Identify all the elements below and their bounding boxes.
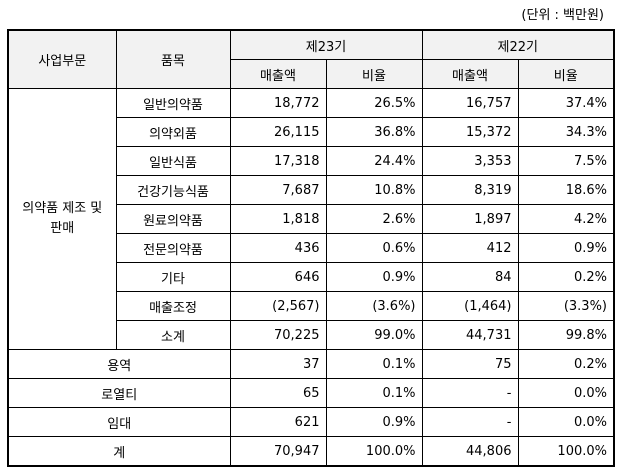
item-cell: 전문의약품 <box>115 233 231 263</box>
table-row: 소계 70,225 99.0% 44,731 99.8% <box>8 320 615 350</box>
ratio-22-cell: 0.9% <box>517 233 615 263</box>
sales-23-cell: 646 <box>229 262 327 292</box>
sales-22-cell: 84 <box>421 262 519 292</box>
ratio-23-cell: (3.6%) <box>325 291 423 321</box>
sales-23-cell: 7,687 <box>229 175 327 205</box>
ratio-23-cell: 0.9% <box>325 262 423 292</box>
sales-22-cell: - <box>421 378 519 408</box>
ratio-22-cell: 0.2% <box>517 349 615 379</box>
segment-header: 사업부문 <box>7 29 117 89</box>
ratio-22-cell: 7.5% <box>517 146 615 176</box>
unit-label: (단위 : 백만원) <box>521 8 604 23</box>
ratio-22-cell: 34.3% <box>517 117 615 147</box>
ratio-22-header: 비율 <box>517 59 615 89</box>
sales-22-cell: - <box>421 407 519 437</box>
sales-22-cell: 44,731 <box>421 320 519 350</box>
segment-label-line1: 의약품 제조 및 <box>22 201 103 216</box>
sales-23-cell: 18,772 <box>229 88 327 118</box>
item-cell: 원료의약품 <box>115 204 231 234</box>
item-cell: 일반의약품 <box>115 88 231 118</box>
table-row: 원료의약품 1,818 2.6% 1,897 4.2% <box>8 204 615 234</box>
item-cell: 일반식품 <box>115 146 231 176</box>
ratio-22-cell: 99.8% <box>517 320 615 350</box>
sales-23-cell: 70,947 <box>229 436 327 467</box>
sales-23-header: 매출액 <box>229 59 327 89</box>
period-23-header: 제23기 <box>229 29 423 60</box>
ratio-23-cell: 0.9% <box>325 407 423 437</box>
item-cell: 소계 <box>115 320 231 350</box>
item-cell: 의약외품 <box>115 117 231 147</box>
ratio-22-cell: 0.0% <box>517 407 615 437</box>
sales-23-cell: 436 <box>229 233 327 263</box>
sales-table: 사업부문 품목 제23기 제22기 매출액 비율 매출액 비율 의약품 제조 및… <box>7 29 615 467</box>
ratio-23-cell: 36.8% <box>325 117 423 147</box>
table-row: 의약품 제조 및 판매 일반의약품 18,772 26.5% 16,757 37.4% <box>7 88 615 350</box>
sales-22-cell: 412 <box>421 233 519 263</box>
segment-cell: 임대 <box>7 407 231 437</box>
ratio-23-cell: 0.1% <box>325 378 423 408</box>
table-row: 계 70,947 100.0% 44,806 100.0% <box>7 436 615 467</box>
table-row: 건강기능식품 7,687 10.8% 8,319 18.6% <box>8 175 615 205</box>
ratio-22-cell: 0.2% <box>517 262 615 292</box>
ratio-23-header: 비율 <box>325 59 423 89</box>
item-cell: 건강기능식품 <box>115 175 231 205</box>
ratio-23-cell: 24.4% <box>325 146 423 176</box>
table-row: 용역 37 0.1% 75 0.2% <box>7 349 615 379</box>
table-row: 임대 621 0.9% -0.0% <box>7 407 615 437</box>
ratio-23-cell: 2.6% <box>325 204 423 234</box>
segment-cell: 계 <box>7 436 231 467</box>
ratio-23-cell: 99.0% <box>325 320 423 350</box>
table-row: 의약외품 26,115 36.8% 15,372 34.3% <box>8 117 615 147</box>
segment-cell: 로열티 <box>7 378 231 408</box>
sales-23-cell: 70,225 <box>229 320 327 350</box>
ratio-22-cell: 37.4% <box>517 88 615 118</box>
sales-22-cell: 1,897 <box>421 204 519 234</box>
ratio-22-cell: 18.6% <box>517 175 615 205</box>
sales-22-cell: 75 <box>421 349 519 379</box>
table-row: 일반식품 17,318 24.4% 3,353 7.5% <box>8 146 615 176</box>
period-22-header: 제22기 <box>421 29 615 60</box>
sales-23-cell: 621 <box>229 407 327 437</box>
sales-22-cell: 3,353 <box>421 146 519 176</box>
header-row-1: 사업부문 품목 제23기 제22기 <box>7 29 615 89</box>
ratio-22-cell: (3.3%) <box>517 291 615 321</box>
sales-22-cell: 15,372 <box>421 117 519 147</box>
item-header: 품목 <box>115 29 231 89</box>
ratio-23-cell: 26.5% <box>325 88 423 118</box>
header-row-2: 매출액 비율 매출액 비율 <box>8 59 615 89</box>
segment-cell: 용역 <box>7 349 231 379</box>
sales-22-cell: 44,806 <box>421 436 519 467</box>
item-cell: 매출조정 <box>115 291 231 321</box>
ratio-23-cell: 0.6% <box>325 233 423 263</box>
table-row: 전문의약품 436 0.6% 412 0.9% <box>8 233 615 263</box>
sales-22-cell: 16,757 <box>421 88 519 118</box>
ratio-22-cell: 0.0% <box>517 378 615 408</box>
sales-23-cell: 65 <box>229 378 327 408</box>
sales-23-cell: 37 <box>229 349 327 379</box>
ratio-23-cell: 10.8% <box>325 175 423 205</box>
ratio-22-cell: 100.0% <box>517 436 615 467</box>
table-row: 로열티 65 0.1% -0.0% <box>7 378 615 408</box>
sales-22-cell: (1,464) <box>421 291 519 321</box>
sales-23-cell: (2,567) <box>229 291 327 321</box>
sales-23-cell: 26,115 <box>229 117 327 147</box>
sales-22-header: 매출액 <box>421 59 519 89</box>
item-cell: 기타 <box>115 262 231 292</box>
sales-22-cell: 8,319 <box>421 175 519 205</box>
ratio-23-cell: 100.0% <box>325 436 423 467</box>
segment-label-line2: 판매 <box>50 221 75 236</box>
ratio-23-cell: 0.1% <box>325 349 423 379</box>
sales-23-cell: 1,818 <box>229 204 327 234</box>
ratio-22-cell: 4.2% <box>517 204 615 234</box>
sales-23-cell: 17,318 <box>229 146 327 176</box>
